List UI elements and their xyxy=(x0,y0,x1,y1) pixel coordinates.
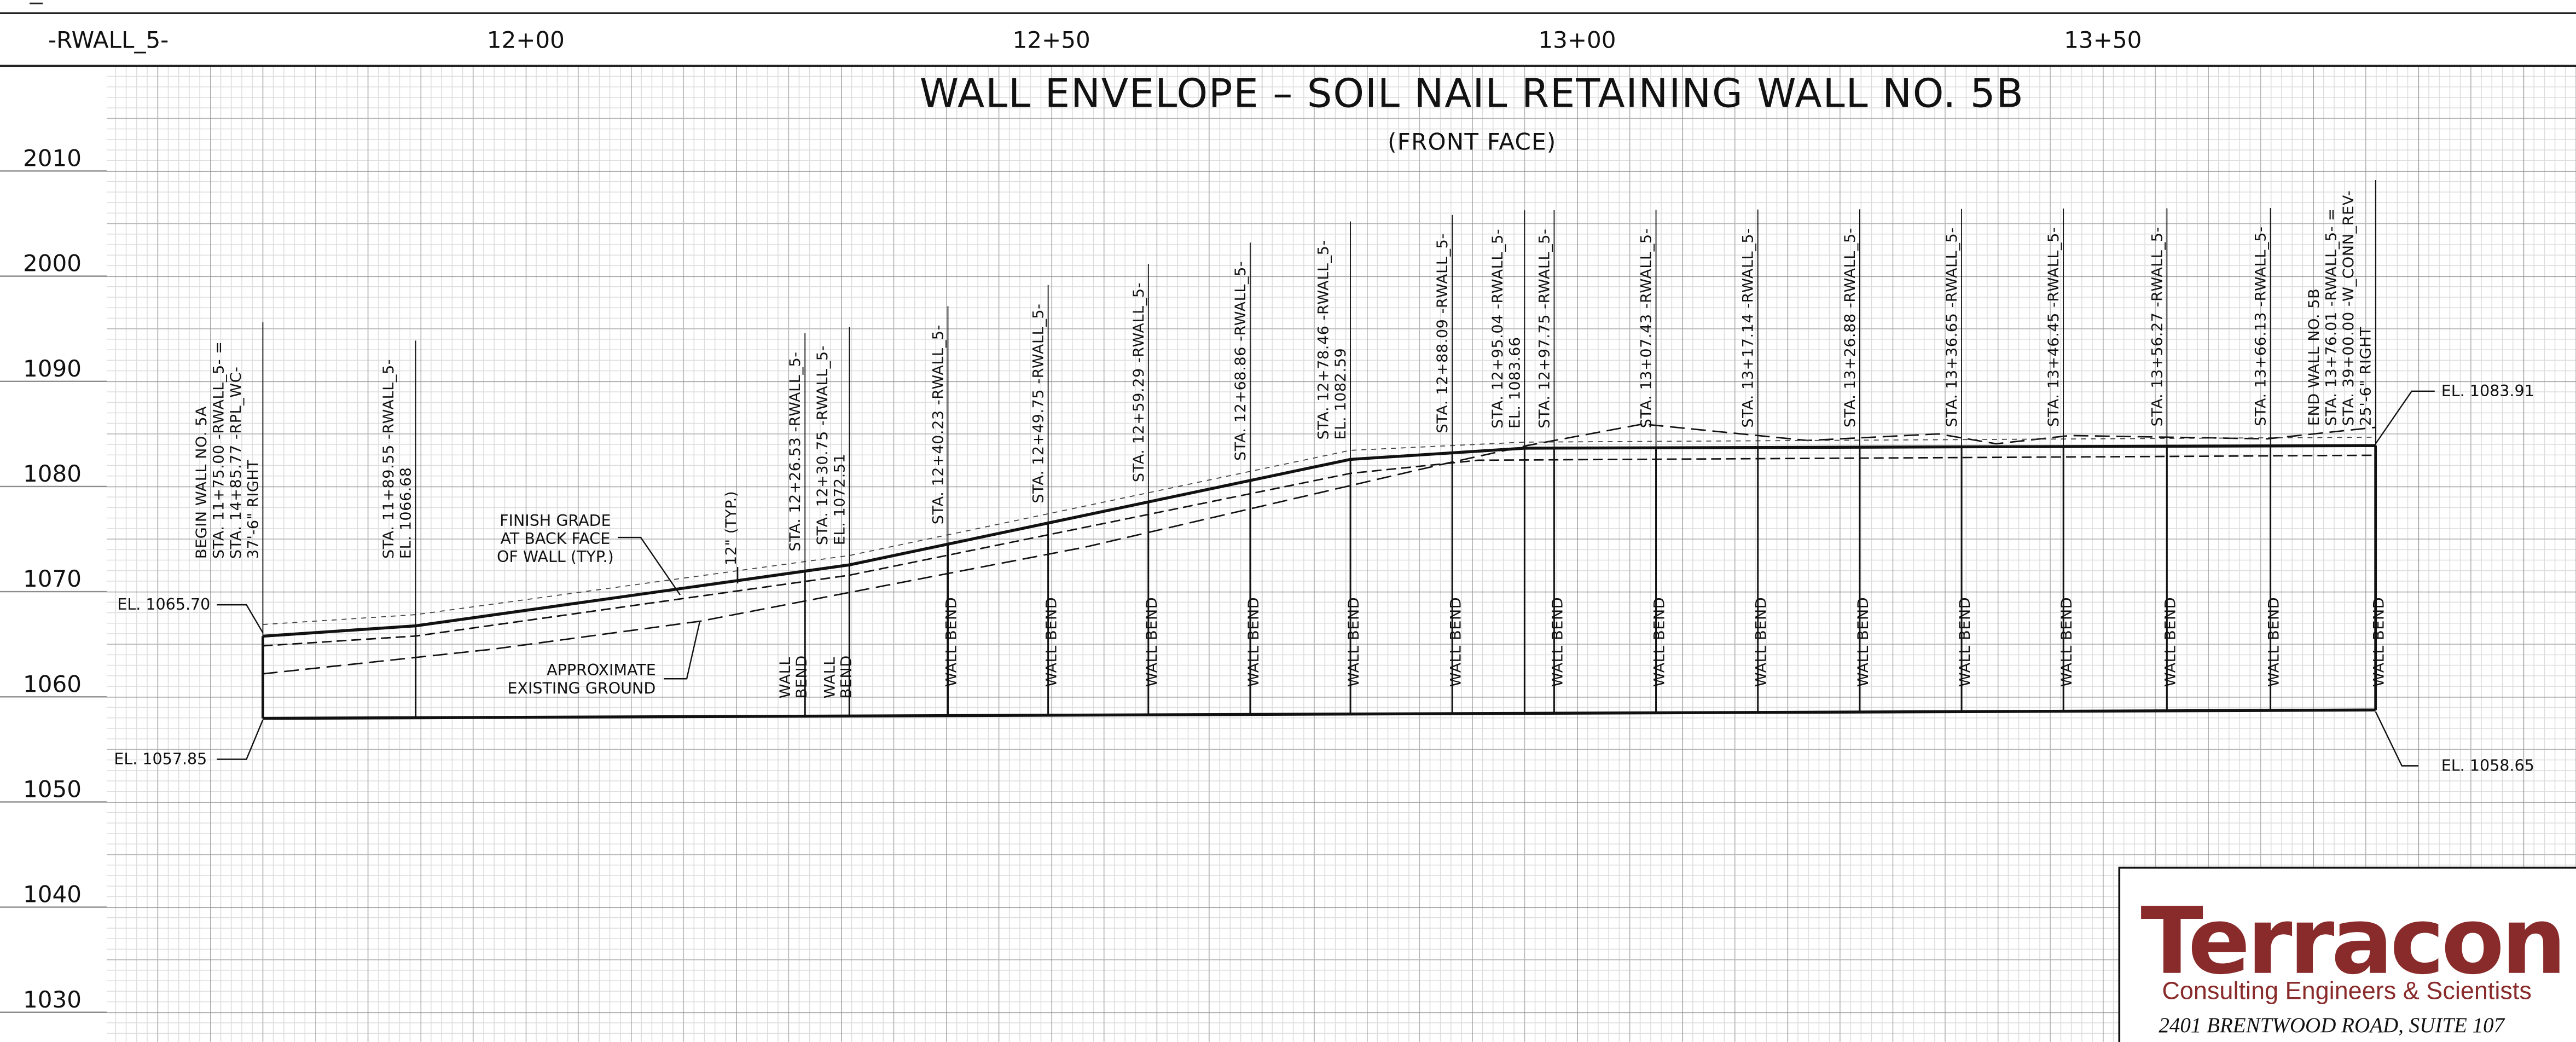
elevation-callout: EL. 1057.85 xyxy=(114,750,207,768)
station-label: STA. 13+66.13 -RWALL_5- xyxy=(2253,227,2270,426)
wall-bend-label: WALL BEND xyxy=(943,597,960,687)
wall-bend-label: WALL BEND xyxy=(1144,597,1161,687)
elevation-label: 1040 xyxy=(23,881,82,908)
station-label: 25'-6" RIGHT xyxy=(2358,327,2375,426)
station-label: EL. 1072.51 xyxy=(831,454,848,546)
wall-bend-label: WALL xyxy=(821,657,838,698)
bottom-of-wall xyxy=(263,708,2376,720)
station-label: EL. 1066.68 xyxy=(398,467,415,559)
subtitle: (FRONT FACE) xyxy=(1388,128,1556,155)
existing-ground xyxy=(263,423,2376,675)
elevation-label: 1070 xyxy=(23,565,82,592)
logo-name: Terracon xyxy=(2140,888,2563,995)
logo-tagline: Consulting Engineers & Scientists xyxy=(2162,977,2532,1005)
logo-address: 2401 BRENTWOOD ROAD, SUITE 107 xyxy=(2159,1014,2505,1037)
wall-bend-label: WALL BEND xyxy=(2162,597,2179,687)
station-label: STA. 39+00.00 -W_CONN_REV- xyxy=(2340,190,2357,426)
station-label: STA. 12+88.09 -RWALL_5- xyxy=(1434,233,1451,433)
alignment-label: -RWALL_5- xyxy=(48,26,169,53)
wall-bend-label: WALL BEND xyxy=(1753,597,1770,687)
station-header: 12+00 xyxy=(487,26,565,53)
existing-ground-note: EXISTING GROUND xyxy=(507,679,655,697)
station-label: STA. 13+46.45 -RWALL_5- xyxy=(2045,227,2062,427)
wall-bend-label: BEND xyxy=(838,655,855,698)
station-label: STA. 11+89.55 -RWALL_5- xyxy=(380,359,397,559)
elevation-label: 1030 xyxy=(23,986,82,1013)
station-label: STA. 12+68.86 -RWALL_5- xyxy=(1232,261,1249,461)
station-header: 13+00 xyxy=(1538,26,1616,53)
wall-bend-label: WALL BEND xyxy=(1245,597,1262,687)
header-band xyxy=(0,13,2576,66)
station-label: STA. 14+85.77 -RPL_WC- xyxy=(228,366,245,559)
finish-grade xyxy=(263,454,2376,647)
leaders xyxy=(217,390,2435,767)
elevation-lines xyxy=(0,170,107,1013)
station-label: EL. 1082.59 xyxy=(1332,348,1349,440)
station-header: 12+50 xyxy=(1013,26,1090,53)
station-label: STA. 13+76.01 -RWALL_5- = xyxy=(2323,209,2340,426)
station-label: STA. 12+95.04 -RWALL_5- xyxy=(1489,229,1506,429)
elevation-label: 1080 xyxy=(23,460,82,487)
wall-bend-label: WALL BEND xyxy=(1549,597,1566,687)
logo-box xyxy=(2118,866,2576,1042)
elevation-label: 1060 xyxy=(23,670,82,697)
wall-bend-label: WALL BEND xyxy=(1957,597,1974,687)
wall-bend-label: WALL BEND xyxy=(2371,597,2388,687)
elevation-label: 1090 xyxy=(23,355,82,382)
top-of-wall xyxy=(263,444,2376,638)
station-label: STA. 13+07.43 -RWALL_5- xyxy=(1638,228,1655,428)
finish-grade-note: FINISH GRADE xyxy=(500,512,611,530)
wall-bend-label: WALL BEND xyxy=(2266,597,2283,687)
station-label: STA. 12+97.75 -RWALL_5- xyxy=(1536,229,1553,429)
station-label: STA. 12+26.53 -RWALL_5- xyxy=(787,351,804,551)
elevation-callout: EL. 1065.70 xyxy=(117,595,210,613)
elevation-callout: EL. 1083.91 xyxy=(2441,382,2534,400)
title: WALL ENVELOPE – SOIL NAIL RETAINING WALL… xyxy=(920,70,2024,116)
station-label: STA. 12+40.23 -RWALL_5- xyxy=(930,325,947,524)
wall-bend-label: WALL BEND xyxy=(1345,597,1362,687)
station-label: STA. 13+26.88 -RWALL_5- xyxy=(1842,228,1859,427)
wall-bend-label: WALL BEND xyxy=(1447,597,1464,687)
station-label: STA. 12+78.46 -RWALL_5- xyxy=(1315,240,1332,439)
wall-bend-label: WALL BEND xyxy=(1855,597,1872,687)
station-label: STA. 12+49.75 -RWALL_5- xyxy=(1030,303,1047,503)
wall-bend-label: WALL BEND xyxy=(1043,597,1060,687)
existing-ground-note: APPROXIMATE xyxy=(547,661,656,679)
wall-segments xyxy=(262,445,2377,719)
offset-note: 12" (TYP.) xyxy=(723,491,740,565)
wall-bend-label: WALL xyxy=(777,657,794,698)
elevation-label: 2000 xyxy=(23,250,82,277)
station-label: STA. 11+75.00 -RWALL_5- = xyxy=(210,341,227,559)
finish-grade-note: OF WALL (TYP.) xyxy=(497,548,614,566)
station-label: STA. 13+17.14 -RWALL_5- xyxy=(1740,228,1757,427)
wall-bend-label: BEND xyxy=(793,655,810,698)
station-label: STA. 13+36.65 -RWALL_5- xyxy=(1943,227,1960,427)
station-label: EL. 1083.66 xyxy=(1506,337,1523,429)
station-label: STA. 12+59.29 -RWALL_5- xyxy=(1130,282,1147,482)
wall-bend-label: WALL BEND xyxy=(1651,597,1668,687)
station-label: STA. 12+30.75 -RWALL_5- xyxy=(814,345,831,545)
elevation-label: 1050 xyxy=(23,775,82,802)
wall-envelope xyxy=(263,423,2376,720)
station-label: BEGIN WALL NO. 5A xyxy=(193,406,210,559)
station-label: END WALL NO. 5B xyxy=(2306,288,2323,426)
elevation-label: 2010 xyxy=(23,144,82,171)
station-label: STA. 13+56.27 -RWALL_5- xyxy=(2149,227,2166,426)
wall-bend-label: WALL BEND xyxy=(2058,597,2075,687)
elevation-callout: EL. 1058.65 xyxy=(2441,756,2534,774)
station-label: 37'-6" RIGHT xyxy=(245,460,262,559)
finish-grade-note: AT BACK FACE xyxy=(500,530,610,548)
station-header: 13+50 xyxy=(2064,26,2142,53)
